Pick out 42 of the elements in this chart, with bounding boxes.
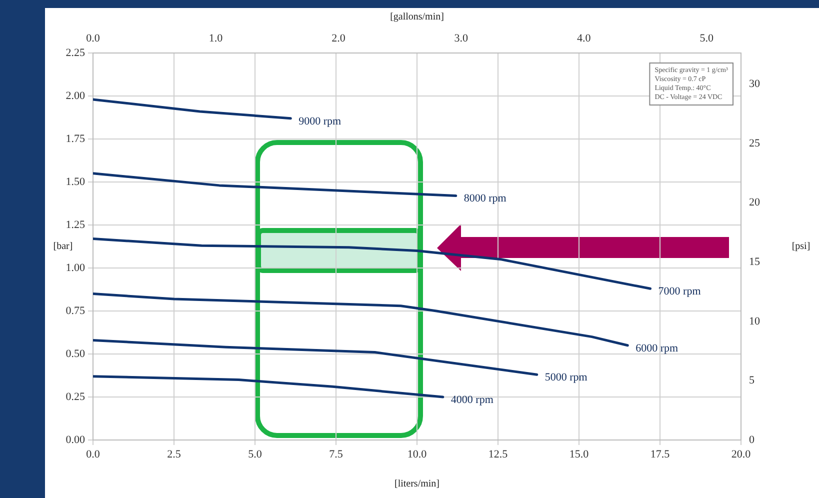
y-tick-label: 1.75 — [66, 132, 86, 145]
y-tick-label: 0.25 — [66, 390, 86, 403]
x2-tick-label: 2.0 — [332, 32, 346, 44]
x2-tick-label: 4.0 — [577, 32, 592, 44]
y2-axis-title: [psi] — [792, 241, 810, 252]
x-tick-label: 10.0 — [407, 448, 428, 460]
y-tick-label: 1.00 — [66, 262, 86, 274]
y-tick-label: 0.75 — [66, 304, 86, 317]
y-tick-label: 0.00 — [66, 434, 86, 446]
y2-tick-label: 5 — [749, 374, 755, 387]
y-tick-label: 1.25 — [66, 218, 86, 231]
y2-tick-label: 0 — [749, 434, 755, 446]
y2-tick-label: 15 — [749, 256, 760, 268]
y-tick-label: 0.50 — [66, 348, 86, 360]
x-tick-label: 7.5 — [329, 448, 344, 460]
x-tick-label: 15.0 — [569, 448, 590, 460]
series-label: 6000 rpm — [636, 342, 679, 354]
x2-tick-label: 1.0 — [208, 32, 224, 44]
x-tick-label: 5.0 — [248, 448, 262, 460]
x-tick-label: 12.5 — [488, 448, 508, 460]
y2-tick-label: 30 — [749, 78, 760, 90]
y2-tick-label: 25 — [749, 137, 760, 150]
y-tick-label: 2.00 — [66, 90, 86, 102]
x-tick-label: 2.5 — [167, 448, 182, 460]
series-label: 8000 rpm — [464, 192, 507, 205]
series-label: 7000 rpm — [658, 286, 702, 298]
x2-tick-label: 3.0 — [454, 32, 469, 44]
y-tick-label: 2.25 — [66, 46, 86, 59]
x2-tick-label: 5.0 — [700, 32, 714, 44]
x-axis-title: [liters/min] — [394, 478, 440, 490]
y2-tick-label: 10 — [749, 315, 760, 328]
x2-axis-title: [gallons/min] — [390, 12, 444, 23]
y2-tick-label: 20 — [749, 196, 760, 209]
series-label: 5000 rpm — [544, 372, 588, 384]
x2-tick-label: 0.0 — [86, 32, 100, 44]
x-tick-label: 20.0 — [731, 448, 752, 460]
y-axis-title: [bar] — [53, 241, 73, 252]
x-tick-label: 0.0 — [86, 448, 100, 460]
series-label: 4000 rpm — [450, 394, 494, 406]
x-tick-label: 17.5 — [650, 448, 670, 460]
series-label: 9000 rpm — [298, 115, 342, 128]
y-tick-label: 1.50 — [66, 176, 86, 188]
